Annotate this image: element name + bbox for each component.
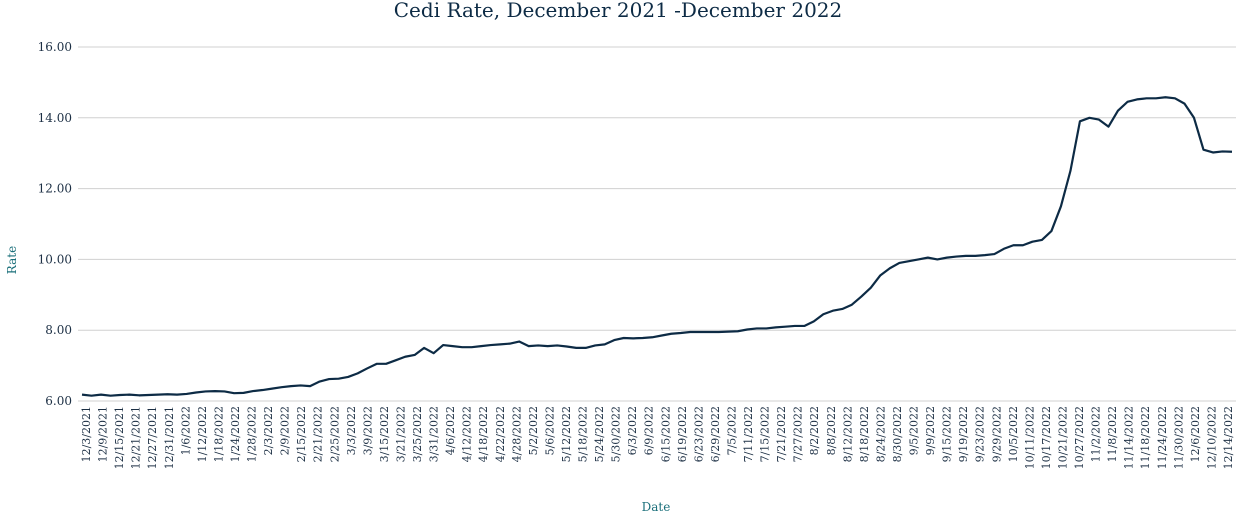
x-tick-label: 4/22/2022 — [494, 406, 507, 462]
x-tick-label: 12/15/2021 — [113, 406, 126, 469]
x-tick-label: 6/3/2022 — [626, 406, 639, 455]
x-tick-label: 8/30/2022 — [891, 406, 904, 462]
x-tick-label: 7/5/2022 — [725, 406, 738, 455]
x-tick-label: 2/21/2022 — [312, 406, 325, 462]
x-tick-label: 1/12/2022 — [196, 406, 209, 462]
x-tick-label: 2/9/2022 — [279, 406, 292, 455]
y-axis-ticks: 6.00 8.00 10.00 12.00 14.00 16.00 — [38, 40, 72, 408]
x-tick-label: 12/3/2021 — [80, 406, 93, 462]
y-tick-label: 12.00 — [38, 182, 72, 196]
x-tick-label: 3/21/2022 — [394, 406, 407, 462]
x-tick-label: 12/31/2021 — [163, 406, 176, 469]
x-tick-label: 8/2/2022 — [808, 406, 821, 455]
chart-title: Cedi Rate, December 2021 -December 2022 — [394, 0, 843, 22]
x-tick-label: 7/27/2022 — [792, 406, 805, 462]
x-tick-label: 6/23/2022 — [692, 406, 705, 462]
x-tick-label: 10/21/2022 — [1056, 406, 1069, 469]
x-tick-label: 12/9/2021 — [97, 406, 110, 462]
y-tick-label: 6.00 — [45, 394, 72, 408]
x-tick-label: 11/18/2022 — [1139, 406, 1152, 469]
x-tick-label: 1/6/2022 — [179, 406, 192, 455]
x-tick-label: 4/18/2022 — [477, 406, 490, 462]
x-tick-label: 11/30/2022 — [1172, 406, 1185, 469]
x-tick-label: 11/24/2022 — [1156, 406, 1169, 469]
series-line — [81, 96, 1233, 397]
x-tick-label: 12/6/2022 — [1189, 406, 1202, 462]
x-tick-label: 12/27/2021 — [146, 406, 159, 469]
x-tick-label: 6/9/2022 — [643, 406, 656, 455]
x-tick-label: 9/15/2022 — [941, 406, 954, 462]
x-tick-label: 6/19/2022 — [676, 406, 689, 462]
x-tick-label: 5/24/2022 — [593, 406, 606, 462]
x-tick-label: 11/2/2022 — [1090, 406, 1103, 462]
x-axis-title: Date — [642, 500, 671, 514]
x-tick-label: 9/5/2022 — [908, 406, 921, 455]
x-tick-label: 1/18/2022 — [212, 406, 225, 462]
x-tick-label: 2/25/2022 — [328, 406, 341, 462]
x-tick-label: 12/10/2022 — [1205, 406, 1218, 469]
x-tick-label: 8/8/2022 — [825, 406, 838, 455]
y-tick-label: 14.00 — [38, 111, 72, 125]
x-tick-label: 5/30/2022 — [610, 406, 623, 462]
x-tick-label: 8/24/2022 — [874, 406, 887, 462]
y-tick-label: 10.00 — [38, 252, 72, 266]
x-tick-label: 11/14/2022 — [1123, 406, 1136, 469]
x-tick-label: 10/11/2022 — [1023, 406, 1036, 469]
x-tick-label: 7/15/2022 — [759, 406, 772, 462]
x-tick-label: 4/12/2022 — [461, 406, 474, 462]
x-tick-label: 6/29/2022 — [709, 406, 722, 462]
x-tick-label: 3/9/2022 — [361, 406, 374, 455]
x-tick-label: 11/8/2022 — [1106, 406, 1119, 462]
x-tick-label: 2/15/2022 — [295, 406, 308, 462]
y-axis-title: Rate — [5, 246, 19, 274]
x-tick-label: 5/18/2022 — [577, 406, 590, 462]
x-tick-label: 5/2/2022 — [527, 406, 540, 455]
x-tick-label: 5/12/2022 — [560, 406, 573, 462]
x-tick-label: 9/9/2022 — [924, 406, 937, 455]
x-tick-label: 3/15/2022 — [378, 406, 391, 462]
x-tick-label: 3/25/2022 — [411, 406, 424, 462]
x-tick-label: 12/21/2021 — [130, 406, 143, 469]
x-tick-label: 9/19/2022 — [957, 406, 970, 462]
x-tick-label: 7/11/2022 — [742, 406, 755, 462]
x-tick-label: 10/27/2022 — [1073, 406, 1086, 469]
x-tick-label: 4/6/2022 — [444, 406, 457, 455]
x-tick-label: 8/12/2022 — [841, 406, 854, 462]
x-tick-label: 9/23/2022 — [974, 406, 987, 462]
x-tick-label: 4/28/2022 — [510, 406, 523, 462]
x-tick-label: 1/24/2022 — [229, 406, 242, 462]
x-tick-label: 8/18/2022 — [858, 406, 871, 462]
y-tick-label: 8.00 — [45, 323, 72, 337]
y-tick-label: 16.00 — [38, 40, 72, 54]
x-tick-label: 2/3/2022 — [262, 406, 275, 455]
gridlines — [78, 46, 1236, 402]
x-tick-label: 10/17/2022 — [1040, 406, 1053, 469]
x-tick-label: 1/28/2022 — [246, 406, 259, 462]
x-tick-label: 6/15/2022 — [659, 406, 672, 462]
x-tick-label: 9/29/2022 — [990, 406, 1003, 462]
x-tick-label: 5/6/2022 — [543, 406, 556, 455]
x-tick-label: 10/5/2022 — [1007, 406, 1020, 462]
x-tick-label: 7/21/2022 — [775, 406, 788, 462]
x-axis-ticks: 12/3/2021 12/9/2021 12/15/2021 12/21/2021 12… — [80, 406, 1235, 469]
x-tick-label: 3/3/2022 — [345, 406, 358, 455]
x-tick-label: 12/14/2022 — [1222, 406, 1235, 469]
x-tick-label: 3/31/2022 — [428, 406, 441, 462]
